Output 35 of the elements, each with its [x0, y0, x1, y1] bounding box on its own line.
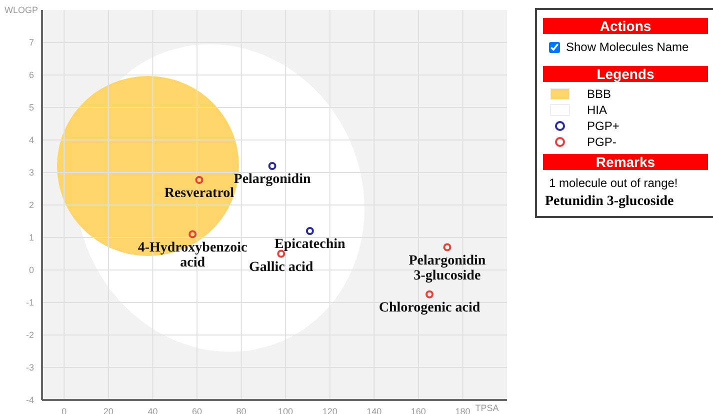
text: HIA — [587, 103, 608, 117]
y-tick-label: -1 — [26, 298, 34, 308]
annotation: Resveratrol — [164, 186, 234, 201]
y-tick-label: 5 — [28, 102, 34, 113]
annotation: Gallic acid — [249, 260, 314, 275]
point — [195, 176, 204, 184]
point — [268, 162, 276, 170]
y-tick-label: 3 — [28, 168, 34, 178]
annotation: Epicatechin — [274, 237, 346, 252]
y-tick-label: 2 — [28, 200, 34, 210]
y-tick-label: 7 — [28, 38, 34, 48]
text: 1 molecule out of range! — [548, 175, 679, 192]
y-tick-label: 4 — [28, 135, 34, 146]
y-tick-label: -3 — [26, 362, 34, 373]
y-tick-label: -2 — [26, 330, 34, 340]
annotation: Pelargonidin 3-glucoside — [408, 253, 486, 284]
text: Legends — [543, 66, 708, 82]
text: Petunidin 3-glucoside — [544, 193, 675, 211]
point — [306, 227, 314, 235]
text: Remarks — [543, 154, 708, 170]
legend-label: PGP- — [587, 135, 616, 149]
y-tick-label: 1 — [28, 232, 34, 243]
text: Actions — [543, 18, 708, 34]
y-tick-label: -4 — [26, 395, 34, 406]
text: Show Molecules Name — [566, 40, 689, 54]
point — [443, 243, 452, 252]
point — [188, 230, 197, 238]
text: BBB — [587, 87, 612, 101]
x-axis-title: TPSA — [475, 403, 499, 413]
point — [426, 290, 434, 298]
y-axis-title: WLOGP — [4, 5, 38, 15]
y-tick-label: 0 — [28, 265, 34, 276]
annotation: Chlorogenic acid — [378, 300, 480, 316]
legend-label: PGP+ — [587, 119, 620, 133]
y-tick-label: 6 — [28, 70, 34, 80]
